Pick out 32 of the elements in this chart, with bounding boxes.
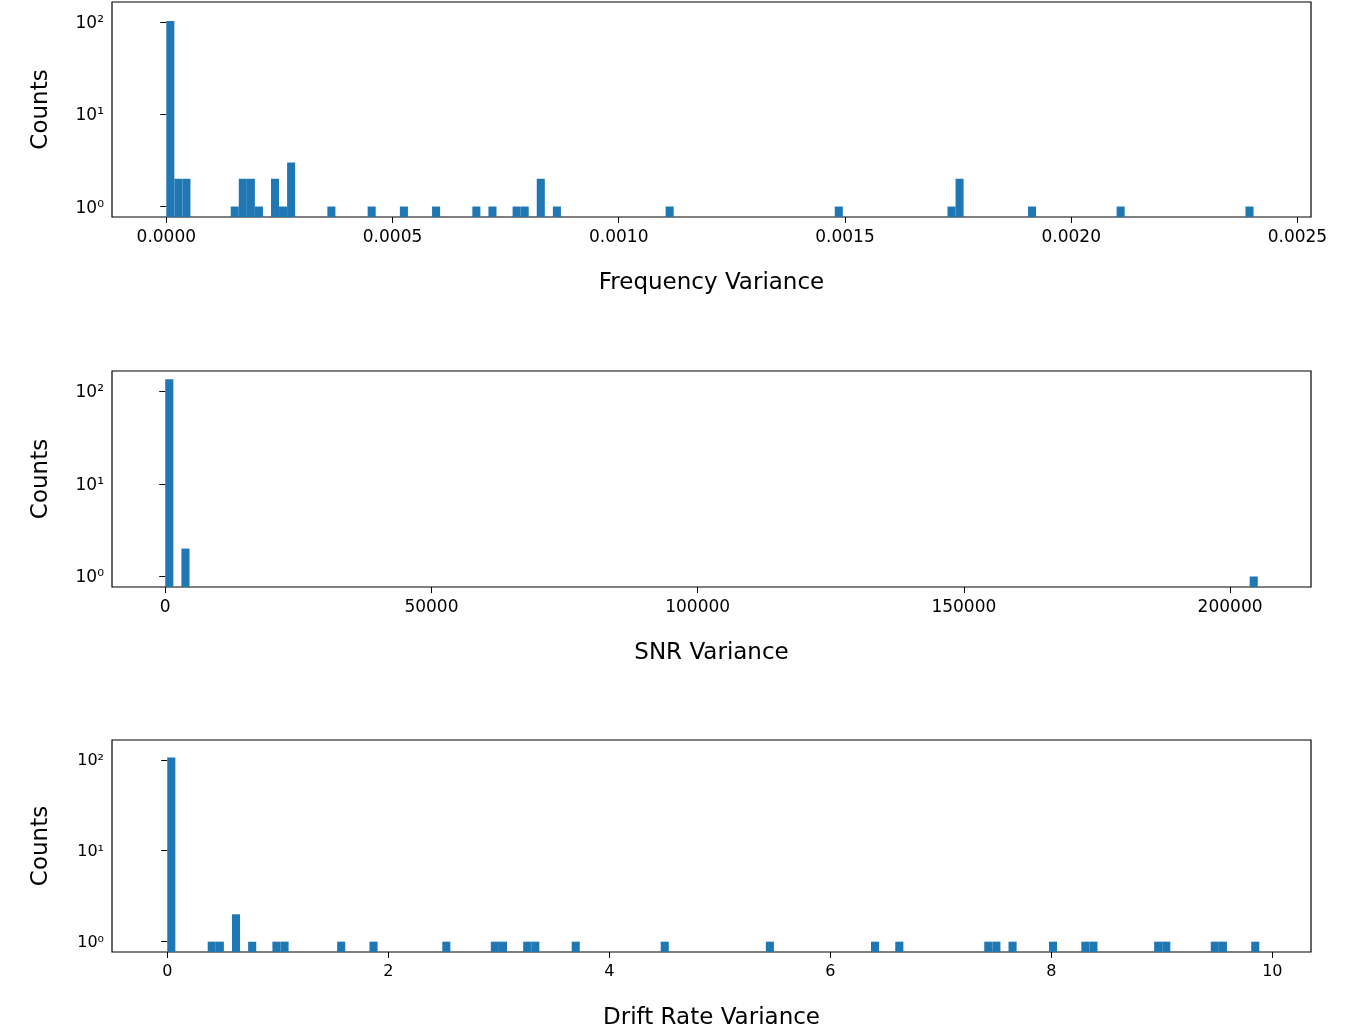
y-tick-label: 10⁰ [75,196,105,217]
x-tick-label: 50000 [404,595,459,616]
y-axis-title: Counts [25,438,52,520]
x-tick-label: 0.0020 [1041,225,1101,246]
x-tick-label: 150000 [931,595,997,616]
x-axis-title: Frequency Variance [598,267,825,294]
y-axis-title: Counts [25,69,52,150]
x-tick-label: 0 [162,960,173,980]
y-tick-label: 10¹ [77,841,104,861]
y-axis-title: Counts [25,805,52,887]
x-tick-label: 0.0010 [589,225,649,246]
x-axis-title: Drift Rate Variance [603,1002,820,1029]
x-tick-label: 8 [1046,960,1057,980]
x-tick-label: 0.0015 [815,225,875,246]
x-tick-label: 100000 [665,595,731,616]
y-tick-label: 10¹ [75,104,104,125]
x-axis-title: SNR Variance [634,637,789,664]
x-tick-label: 2 [383,960,394,980]
x-tick-label: 4 [604,960,615,980]
x-tick-label: 0 [159,595,171,616]
y-tick-label: 10² [75,381,104,402]
x-tick-label: 0.0005 [362,225,423,246]
x-tick-label: 0.0025 [1267,225,1328,246]
y-tick-label: 10¹ [75,473,104,494]
y-tick-label: 10² [75,12,104,33]
x-tick-label: 200000 [1197,595,1263,616]
y-tick-label: 10⁰ [77,932,104,952]
x-tick-label: 6 [825,960,836,980]
y-tick-label: 10² [77,750,104,770]
y-tick-label: 10⁰ [75,566,105,587]
x-tick-label: 10 [1262,960,1283,980]
x-tick-label: 0.0000 [136,225,197,246]
